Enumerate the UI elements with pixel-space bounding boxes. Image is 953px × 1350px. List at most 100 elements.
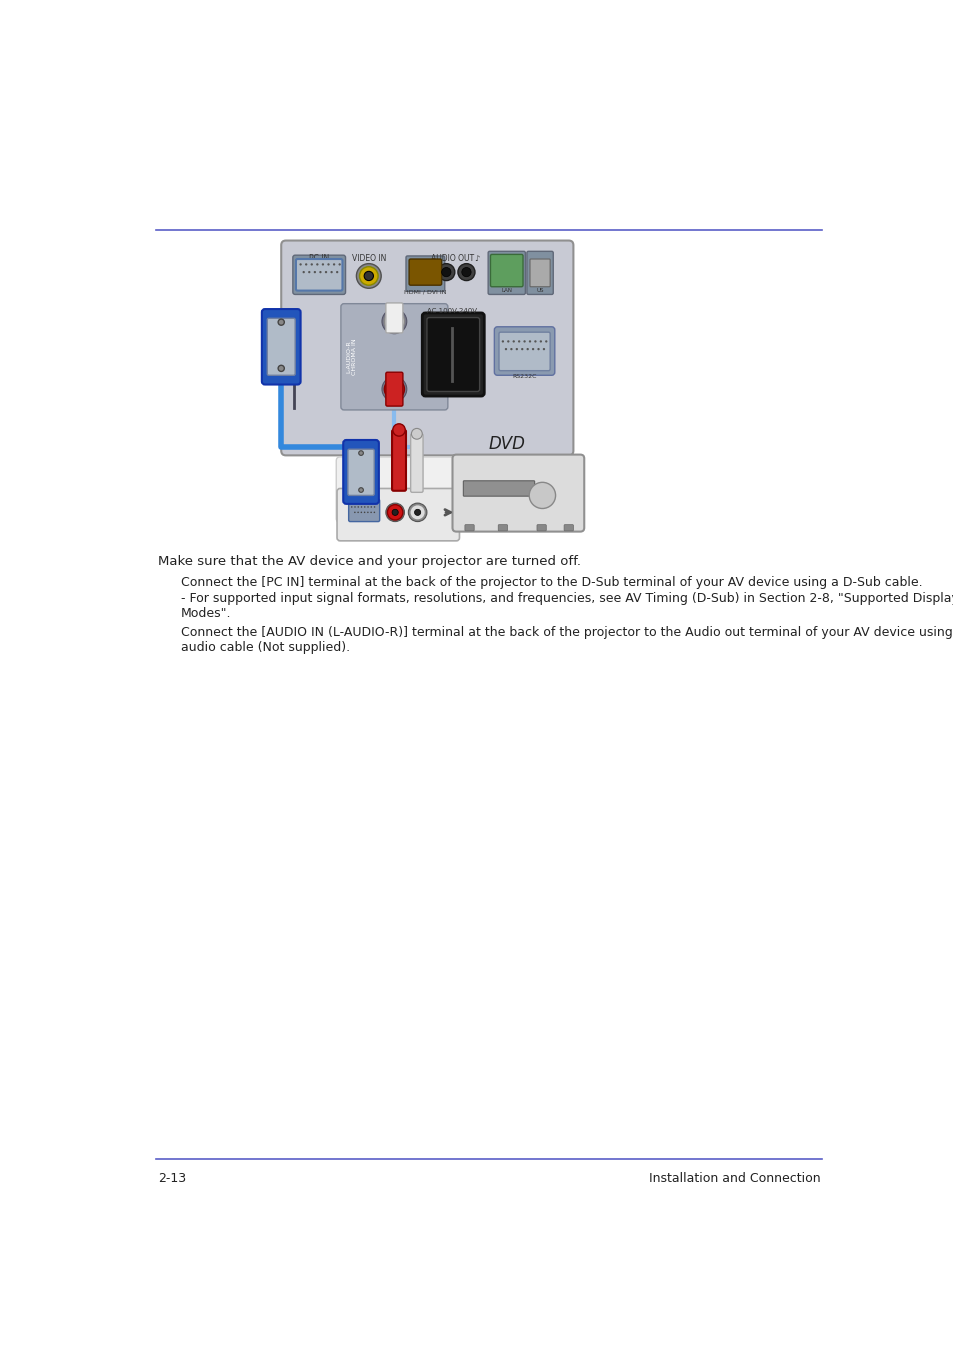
- Circle shape: [542, 348, 544, 350]
- Circle shape: [392, 509, 397, 516]
- FancyBboxPatch shape: [281, 240, 573, 455]
- Circle shape: [457, 263, 475, 281]
- FancyBboxPatch shape: [526, 251, 553, 294]
- Circle shape: [410, 505, 425, 520]
- Circle shape: [384, 312, 404, 331]
- FancyBboxPatch shape: [452, 455, 583, 532]
- Circle shape: [278, 319, 284, 325]
- Circle shape: [314, 271, 315, 273]
- Circle shape: [325, 271, 327, 273]
- Circle shape: [507, 340, 509, 343]
- Circle shape: [330, 271, 333, 273]
- Text: Modes".: Modes".: [181, 608, 232, 620]
- Circle shape: [360, 512, 362, 513]
- Circle shape: [532, 348, 534, 350]
- Circle shape: [501, 340, 503, 343]
- Text: AUDIO OUT: AUDIO OUT: [431, 254, 474, 263]
- Circle shape: [357, 512, 358, 513]
- Circle shape: [408, 504, 427, 521]
- Circle shape: [415, 509, 420, 516]
- Text: ♪: ♪: [474, 254, 479, 263]
- Circle shape: [528, 340, 531, 343]
- Circle shape: [363, 512, 365, 513]
- FancyBboxPatch shape: [335, 456, 459, 522]
- Circle shape: [539, 340, 541, 343]
- Circle shape: [367, 512, 368, 513]
- Circle shape: [504, 348, 507, 350]
- Circle shape: [321, 263, 324, 266]
- Circle shape: [311, 263, 313, 266]
- FancyBboxPatch shape: [392, 429, 406, 491]
- Circle shape: [278, 366, 284, 371]
- Text: HDMI / DVI IN: HDMI / DVI IN: [404, 289, 446, 294]
- Circle shape: [364, 506, 365, 508]
- Circle shape: [523, 340, 525, 343]
- FancyBboxPatch shape: [563, 525, 573, 531]
- Circle shape: [305, 263, 307, 266]
- Text: Connect the [PC IN] terminal at the back of the projector to the D-Sub terminal : Connect the [PC IN] terminal at the back…: [181, 576, 922, 589]
- Circle shape: [516, 348, 517, 350]
- FancyBboxPatch shape: [409, 259, 441, 285]
- Circle shape: [537, 348, 539, 350]
- FancyBboxPatch shape: [336, 489, 459, 541]
- Circle shape: [441, 267, 451, 277]
- Text: US: US: [536, 289, 543, 293]
- Circle shape: [356, 263, 381, 289]
- Circle shape: [390, 385, 397, 393]
- FancyBboxPatch shape: [267, 319, 294, 375]
- Text: Installation and Connection: Installation and Connection: [648, 1172, 820, 1185]
- FancyBboxPatch shape: [497, 525, 507, 531]
- FancyBboxPatch shape: [340, 304, 447, 410]
- Circle shape: [358, 451, 363, 455]
- FancyBboxPatch shape: [490, 254, 522, 286]
- Circle shape: [359, 267, 377, 285]
- Circle shape: [302, 271, 305, 273]
- Text: AC 100V-240V: AC 100V-240V: [427, 308, 477, 315]
- Text: DVD: DVD: [488, 435, 525, 454]
- Circle shape: [381, 377, 406, 401]
- Text: - For supported input signal formats, resolutions, and frequencies, see AV Timin: - For supported input signal formats, re…: [181, 591, 953, 605]
- Text: audio cable (Not supplied).: audio cable (Not supplied).: [181, 641, 350, 653]
- Circle shape: [393, 424, 405, 436]
- Circle shape: [529, 482, 555, 509]
- Circle shape: [544, 340, 547, 343]
- Text: VIDEO IN: VIDEO IN: [352, 254, 386, 263]
- Circle shape: [319, 271, 321, 273]
- Circle shape: [299, 263, 301, 266]
- Text: Connect the [AUDIO IN (L-AUDIO-R)] terminal at the back of the projector to the : Connect the [AUDIO IN (L-AUDIO-R)] termi…: [181, 625, 953, 639]
- Circle shape: [335, 271, 338, 273]
- FancyBboxPatch shape: [498, 332, 550, 371]
- Circle shape: [374, 512, 375, 513]
- Circle shape: [354, 506, 355, 508]
- FancyBboxPatch shape: [343, 440, 378, 504]
- FancyBboxPatch shape: [406, 256, 444, 292]
- Circle shape: [338, 263, 340, 266]
- Circle shape: [520, 348, 523, 350]
- Circle shape: [517, 340, 519, 343]
- Circle shape: [364, 271, 373, 281]
- Circle shape: [351, 506, 353, 508]
- Circle shape: [367, 506, 369, 508]
- Circle shape: [461, 267, 471, 277]
- Text: Make sure that the AV device and your projector are turned off.: Make sure that the AV device and your pr…: [158, 555, 580, 568]
- Circle shape: [308, 271, 310, 273]
- FancyBboxPatch shape: [261, 309, 300, 385]
- Text: LAN: LAN: [500, 289, 512, 293]
- FancyBboxPatch shape: [410, 433, 422, 493]
- FancyBboxPatch shape: [422, 313, 484, 396]
- FancyBboxPatch shape: [295, 259, 342, 290]
- Circle shape: [315, 263, 318, 266]
- Circle shape: [526, 348, 528, 350]
- FancyBboxPatch shape: [385, 373, 402, 406]
- Circle shape: [510, 348, 512, 350]
- Text: L-AUDIO-R
CHROMA IN: L-AUDIO-R CHROMA IN: [346, 339, 356, 375]
- FancyBboxPatch shape: [537, 525, 546, 531]
- Circle shape: [437, 263, 455, 281]
- FancyBboxPatch shape: [463, 481, 534, 497]
- Circle shape: [370, 512, 372, 513]
- Circle shape: [333, 263, 335, 266]
- Circle shape: [360, 506, 362, 508]
- Circle shape: [390, 317, 397, 325]
- Circle shape: [384, 379, 404, 400]
- Circle shape: [354, 512, 355, 513]
